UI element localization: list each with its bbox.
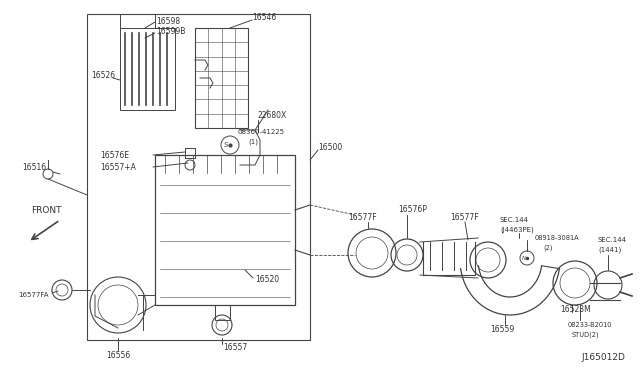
Text: 16577F: 16577F <box>348 214 376 222</box>
Text: (1): (1) <box>248 139 258 145</box>
Text: 16526: 16526 <box>91 71 115 80</box>
Text: S: S <box>224 142 228 148</box>
Text: 16500: 16500 <box>318 144 342 153</box>
Text: 16523M: 16523M <box>560 305 591 314</box>
Text: 16557: 16557 <box>223 343 247 353</box>
Text: (2): (2) <box>543 245 552 251</box>
Text: (1441): (1441) <box>598 247 621 253</box>
Text: SEC.144: SEC.144 <box>598 237 627 243</box>
Text: J165012D: J165012D <box>581 353 625 362</box>
Bar <box>87 14 310 340</box>
Text: 08360-41225: 08360-41225 <box>238 129 285 135</box>
Text: 08233-B2010: 08233-B2010 <box>568 322 612 328</box>
Text: STUD(2): STUD(2) <box>572 332 600 338</box>
Bar <box>155 155 295 305</box>
Text: FRONT: FRONT <box>31 206 61 215</box>
Text: 16576P: 16576P <box>398 205 427 215</box>
Text: 16546: 16546 <box>252 13 276 22</box>
Text: 16576E: 16576E <box>100 151 129 160</box>
Text: 16577F: 16577F <box>450 214 479 222</box>
Text: 16557+A: 16557+A <box>100 163 136 171</box>
Text: N: N <box>522 256 526 260</box>
Bar <box>120 28 175 110</box>
Text: 22680X: 22680X <box>258 110 287 119</box>
Bar <box>195 28 248 128</box>
Text: 08918-3081A: 08918-3081A <box>535 235 580 241</box>
Text: SEC.144: SEC.144 <box>500 217 529 223</box>
Text: 16559: 16559 <box>490 326 515 334</box>
Text: 16520: 16520 <box>255 276 279 285</box>
Text: 16556: 16556 <box>106 350 130 359</box>
Text: (J4463PE): (J4463PE) <box>500 227 534 233</box>
Text: 16577FA: 16577FA <box>18 292 49 298</box>
Text: 16599B: 16599B <box>156 28 186 36</box>
Text: 16598: 16598 <box>156 17 180 26</box>
Text: 16516: 16516 <box>22 164 46 173</box>
